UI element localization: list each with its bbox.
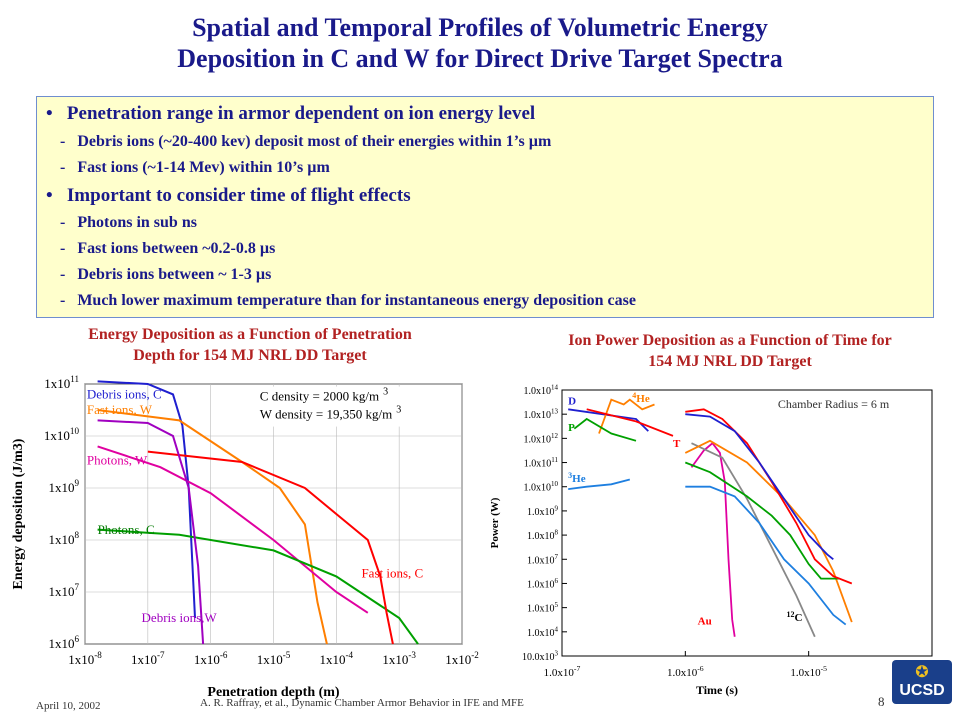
bullet-box [36, 96, 934, 318]
series-line-3 [586, 408, 674, 437]
x-tick-label: 1x10-5 [257, 650, 291, 667]
left-caption-line-2: Depth for 154 MJ NRL DD Target [133, 347, 367, 364]
y-tick-label: 1.0x107 [527, 553, 559, 567]
right-caption-line-2: 154 MJ NRL DD Target [648, 353, 812, 370]
series-label: Photons, W [87, 453, 148, 468]
subbullet-2-4-text: Much lower maximum temperature than for … [77, 292, 636, 309]
x-tick-label: 1.0x10-6 [667, 664, 704, 679]
left-chart-caption: Energy Deposition as a Function of Penet… [20, 324, 480, 366]
y-tick-label: 1.0x1014 [524, 384, 559, 398]
left-caption-line-1: Energy Deposition as a Function of Penet… [88, 326, 412, 343]
series-line-5 [97, 419, 205, 645]
subbullet-2-1: - Photons in sub ns [60, 214, 197, 231]
series-label: 4He [632, 391, 650, 405]
bullet-1: • Penetration range in armor dependent o… [46, 103, 536, 124]
series-label: 12C [786, 610, 802, 624]
logo-text: UCSD [899, 682, 945, 699]
y-tick-label: 1.0x105 [527, 601, 559, 615]
subbullet-1-1: - Debris ions (~20-400 kev) deposit most… [60, 133, 552, 150]
series-line-10 [685, 413, 834, 561]
y-tick-label: 1.0x104 [527, 625, 559, 639]
series-label: T [673, 438, 681, 450]
subbullet-1-1-text: Debris ions (~20-400 kev) deposit most o… [77, 133, 552, 150]
footer-date: April 10, 2002 [36, 700, 101, 712]
y-tick-label: 10.0x103 [522, 650, 559, 664]
series-line-1 [598, 398, 655, 434]
series-line-0 [568, 408, 649, 432]
x-axis-label: Time (s) [696, 683, 738, 697]
footer-page-number: 8 [878, 694, 885, 709]
series-line-2 [573, 417, 637, 442]
series-line-1 [97, 409, 328, 645]
energy-deposition-chart: 1x106 1x107 1x108 1x109 1x1010 1x1011 1x10-8 1x… [11, 374, 479, 700]
subbullet-2-3: - Debris ions between ~ 1-3 µs [60, 266, 272, 283]
y-tick-label: 1x1011 [44, 374, 79, 391]
y-tick-label: 1x109 [48, 478, 79, 495]
y-tick-label: 1x108 [48, 530, 79, 547]
series-label: Au [698, 616, 712, 628]
y-axis-label: Energy deposition (J/m3) [11, 438, 26, 589]
bullet-2-text: Important to consider time of flight eff… [66, 185, 411, 206]
x-tick-label: 1x10-6 [194, 650, 228, 667]
density-note: W density = 19,350 kg/m 3 [260, 405, 401, 422]
y-axis-label: Power (W) [489, 497, 501, 548]
subbullet-2-2-text: Fast ions between ~0.2-0.8 µs [77, 240, 276, 257]
x-tick-label: 1x10-8 [68, 650, 102, 667]
y-tick-label: 1.0x106 [527, 577, 559, 591]
series-line-8 [684, 461, 840, 580]
bullet-1-text: Penetration range in armor dependent on … [66, 103, 536, 124]
y-tick-label: 1.0x1010 [524, 480, 559, 494]
footer-author: A. R. Raffray, et al., Dynamic Chamber A… [200, 697, 524, 709]
subbullet-2-1-text: Photons in sub ns [77, 214, 197, 231]
series-line-2 [97, 445, 369, 614]
power-deposition-chart: 10.0x103 1.0x104 1.0x105 1.0x106 1.0x107 1.0x… [489, 384, 950, 698]
y-tick-label: 1x1010 [44, 426, 80, 443]
ucsd-logo: ✪ UCSD [892, 660, 952, 704]
plot-area [561, 389, 933, 657]
title-line-1: Spatial and Temporal Profiles of Volumet… [192, 13, 768, 42]
x-tick-label: 1x10-7 [131, 650, 165, 667]
x-tick-label: 1x10-3 [382, 650, 416, 667]
y-tick-label: 1.0x108 [527, 529, 559, 543]
series-label: Debris ions, C [87, 387, 162, 402]
series-line-3 [97, 528, 419, 645]
series-label: 3He [568, 471, 586, 485]
x-axis-label: Penetration depth (m) [207, 685, 340, 700]
series-line-4 [147, 450, 394, 645]
y-tick-label: 1.0x1011 [524, 456, 559, 470]
subbullet-2-4: - Much lower maximum temperature than fo… [60, 292, 636, 309]
subbullet-1-2-text: Fast ions (~1-14 Mev) within 10’s µm [77, 159, 330, 176]
subbullet-1-2: - Fast ions (~1-14 Mev) within 10’s µm [60, 159, 330, 176]
series-label: D [568, 396, 576, 408]
page-title: Spatial and Temporal Profiles of Volumet… [0, 12, 960, 74]
title-line-2: Deposition in C and W for Direct Drive T… [177, 44, 783, 73]
right-caption-line-1: Ion Power Deposition as a Function of Ti… [568, 332, 892, 349]
bullet-2: • Important to consider time of flight e… [46, 185, 411, 206]
y-tick-label: 1.0x1013 [524, 408, 559, 422]
chamber-radius-note: Chamber Radius = 6 m [778, 397, 890, 411]
note-box [257, 386, 438, 427]
x-tick-label: 1.0x10-7 [544, 664, 581, 679]
x-tick-label: 1.0x10-5 [790, 664, 827, 679]
right-chart-caption: Ion Power Deposition as a Function of Ti… [500, 330, 960, 372]
series-line-4 [568, 478, 631, 490]
y-tick-label: 1.0x1012 [524, 432, 559, 446]
series-label: Fast ions, W [87, 402, 153, 417]
series-label: Debris ions,W [142, 610, 218, 625]
logo-ring-icon: ✪ [915, 664, 929, 681]
series-label: Fast ions, C [361, 565, 423, 580]
subbullet-2-2: - Fast ions between ~0.2-0.8 µs [60, 240, 276, 257]
series-label: Photons, C [98, 522, 155, 537]
y-tick-label: 1.0x109 [527, 504, 559, 517]
series-label: P [568, 422, 575, 434]
x-tick-label: 1x10-2 [445, 650, 479, 667]
y-tick-label: 1x106 [48, 634, 79, 651]
subbullet-2-3-text: Debris ions between ~ 1-3 µs [77, 266, 272, 283]
series-line-11 [685, 485, 847, 626]
y-tick-label: 1x107 [48, 582, 79, 599]
series-line-0 [97, 380, 196, 619]
x-tick-label: 1x10-4 [320, 650, 354, 667]
density-note: C density = 2000 kg/m 3 [260, 387, 388, 404]
